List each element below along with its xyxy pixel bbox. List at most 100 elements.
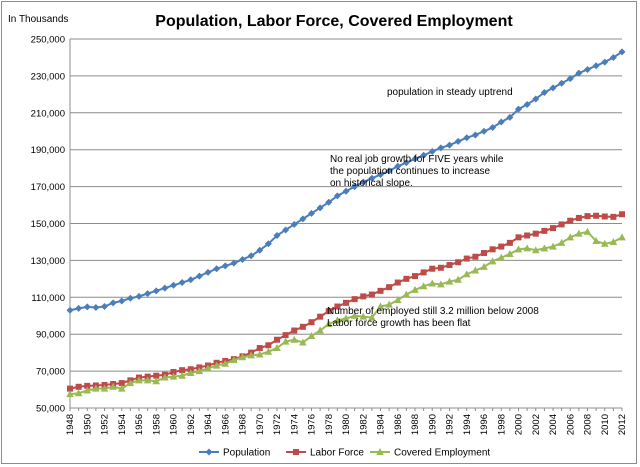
data-point-covered-employment: [143, 376, 152, 384]
data-point-covered-employment: [618, 233, 626, 241]
data-point-population: [584, 65, 591, 73]
data-point-labor-force: [394, 279, 401, 286]
data-point-labor-force: [575, 214, 582, 221]
x-tick-label: 2000: [514, 414, 525, 435]
legend-label-covered-employment: Covered Employment: [394, 448, 490, 459]
x-tick-label: 1954: [117, 414, 128, 435]
data-point-labor-force: [170, 369, 177, 376]
x-tick-label: 1966: [220, 414, 231, 435]
data-point-labor-force: [463, 255, 470, 262]
data-point-labor-force: [515, 234, 522, 241]
data-point-labor-force: [334, 303, 341, 310]
series-population: [66, 48, 626, 314]
data-point-population: [471, 131, 479, 139]
data-point-covered-employment: [161, 373, 169, 381]
legend-marker-population: [205, 448, 213, 456]
data-point-population: [118, 297, 126, 305]
data-point-population: [368, 174, 376, 182]
y-tick-label: 70,000: [36, 367, 65, 378]
data-point-labor-force: [299, 323, 306, 330]
data-point-population: [618, 48, 626, 56]
annotation-employed-below-2008: Number of employed still 3.2 million bel…: [327, 306, 539, 317]
data-point-labor-force: [274, 336, 280, 343]
x-tick-label: 2004: [548, 414, 559, 435]
data-point-population: [195, 272, 203, 280]
legend: Population Labor Force Covered Employment: [199, 448, 490, 459]
data-point-population: [402, 159, 410, 167]
legend-item-labor-force: Labor Force: [286, 448, 364, 459]
data-point-covered-employment: [454, 275, 462, 283]
x-tick-label: 1978: [324, 414, 335, 435]
data-point-covered-employment: [299, 338, 307, 346]
data-point-labor-force: [75, 383, 82, 390]
x-tick-label: 1974: [289, 414, 300, 435]
series-labor-force: [67, 211, 625, 392]
data-point-population: [532, 95, 540, 103]
data-point-population: [101, 303, 108, 311]
x-tick-label: 1948: [65, 414, 76, 435]
data-point-labor-force: [472, 253, 479, 260]
x-tick-label: 1994: [462, 414, 473, 435]
axes: [69, 39, 623, 411]
y-tick-label: 190,000: [31, 145, 65, 156]
data-point-labor-force: [360, 293, 367, 300]
data-point-covered-employment: [368, 313, 376, 321]
x-tick-label: 1986: [393, 414, 404, 435]
data-point-population: [239, 255, 246, 263]
data-point-labor-force: [308, 319, 315, 326]
data-point-population: [351, 183, 359, 191]
data-point-labor-force: [343, 299, 349, 306]
data-point-covered-employment: [273, 344, 281, 352]
data-point-labor-force: [550, 225, 556, 232]
data-point-population: [523, 100, 531, 108]
annotation-no-job-growth-line-1: No real job growth for FIVE years while: [330, 154, 504, 165]
data-point-covered-employment: [342, 314, 350, 322]
x-tick-label: 1996: [479, 414, 490, 435]
data-point-covered-employment: [74, 389, 83, 397]
y-tick-label: 170,000: [31, 182, 65, 193]
data-point-population: [420, 151, 428, 159]
data-point-labor-force: [455, 259, 462, 266]
data-point-labor-force: [368, 291, 375, 298]
data-point-covered-employment: [419, 282, 428, 290]
data-point-labor-force: [118, 380, 125, 387]
y-tick-label: 150,000: [31, 219, 65, 230]
data-point-covered-employment: [376, 302, 385, 310]
x-tick-label: 1956: [134, 414, 145, 435]
data-point-covered-employment: [514, 245, 523, 253]
annotation-no-job-growth-line-2: the population continues to increase: [330, 166, 491, 177]
annotation-labor-force-flat: Labor force growth has been flat: [327, 318, 471, 329]
data-point-covered-employment: [100, 384, 109, 392]
data-point-population: [497, 118, 505, 126]
legend-label-labor-force: Labor Force: [310, 448, 364, 459]
data-point-population: [66, 306, 74, 314]
data-point-covered-employment: [557, 238, 566, 246]
x-tick-label: 1976: [307, 414, 318, 435]
data-point-covered-employment: [333, 316, 342, 324]
data-point-population: [325, 198, 333, 206]
data-point-labor-force: [446, 262, 453, 269]
data-point-population: [204, 268, 212, 276]
data-point-covered-employment: [523, 244, 531, 252]
data-point-labor-force: [291, 327, 298, 334]
data-point-population: [592, 62, 600, 70]
data-point-covered-employment: [186, 368, 195, 376]
data-point-labor-force: [351, 296, 358, 303]
data-point-labor-force: [610, 213, 617, 220]
data-point-covered-employment: [178, 371, 186, 379]
data-point-covered-employment: [592, 237, 600, 245]
x-tick-label: 1964: [203, 414, 214, 435]
data-point-labor-force: [429, 265, 436, 272]
y-tick-label: 230,000: [31, 71, 65, 82]
y-tick-label: 210,000: [31, 108, 65, 119]
data-point-population: [161, 284, 169, 292]
legend-label-population: Population: [223, 448, 270, 459]
x-tick-label: 1972: [272, 414, 283, 435]
series-covered-employment: [66, 227, 626, 398]
data-point-covered-employment: [609, 237, 618, 245]
annotation-population-uptrend: population in steady uptrend: [387, 87, 513, 98]
data-point-covered-employment: [264, 347, 273, 355]
data-point-covered-employment: [126, 379, 135, 387]
x-tick-label: 1982: [358, 414, 369, 435]
